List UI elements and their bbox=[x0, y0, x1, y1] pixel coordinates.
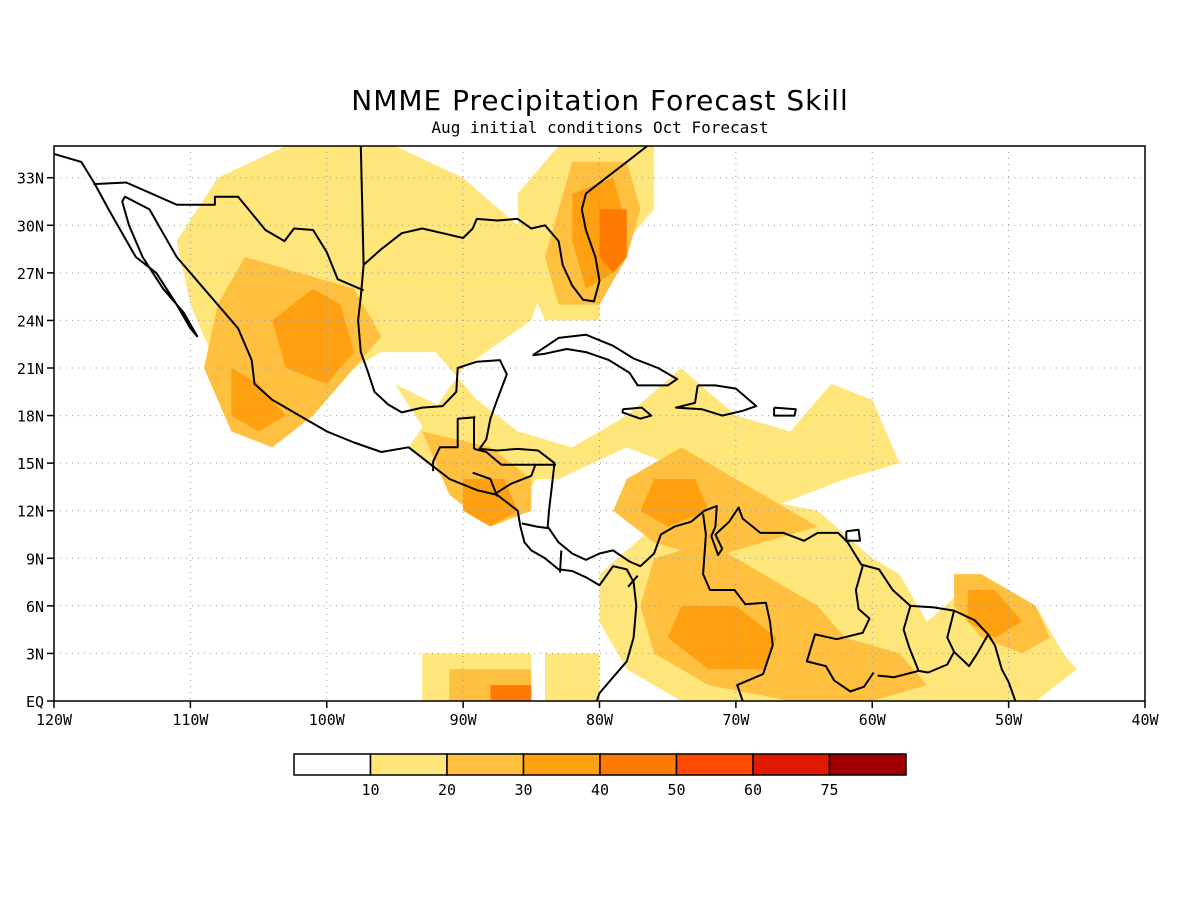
colorbar-swatch bbox=[522, 753, 601, 776]
coastline-8 bbox=[93, 181, 364, 292]
colorbar-swatch bbox=[752, 753, 831, 776]
coastline-9 bbox=[432, 416, 476, 472]
colorbar-swatch bbox=[599, 753, 678, 776]
coastline-19 bbox=[877, 605, 920, 679]
colorbar-swatch bbox=[446, 753, 525, 776]
skill-region-9 bbox=[613, 447, 818, 559]
colorbar-label: 50 bbox=[667, 781, 685, 799]
colorbar-label: 60 bbox=[744, 781, 762, 799]
colorbar-swatch bbox=[293, 753, 372, 776]
coastline-4 bbox=[674, 384, 758, 417]
coastline-2 bbox=[362, 146, 648, 303]
lon-tick-label: 90W bbox=[450, 711, 478, 729]
lat-tick-label: 3N bbox=[26, 645, 44, 663]
lat-tick-label: 27N bbox=[17, 265, 44, 283]
colorbar-swatch bbox=[369, 753, 448, 776]
coastlines bbox=[54, 146, 1017, 701]
lat-tick-label: 33N bbox=[17, 170, 44, 188]
latitude-axis: EQ 3N 6N 9N 12N 15N 18N 21N 24N 27N 30N 33N bbox=[17, 170, 54, 711]
coastline-0 bbox=[54, 152, 638, 701]
coastline-14 bbox=[521, 522, 550, 530]
skill-region-18 bbox=[667, 605, 777, 670]
lat-tick-label: 9N bbox=[26, 550, 44, 568]
colorbar-label: 30 bbox=[514, 781, 532, 799]
lat-tick-label: EQ bbox=[26, 693, 44, 711]
skill-region-17 bbox=[640, 479, 709, 527]
lat-tick-label: 12N bbox=[17, 503, 44, 521]
coastline-1 bbox=[357, 146, 1017, 701]
lat-tick-label: 30N bbox=[17, 217, 44, 235]
skill-region-14 bbox=[231, 368, 286, 432]
coastline-6 bbox=[773, 406, 797, 417]
colorbar-label: 75 bbox=[820, 781, 838, 799]
skill-region-13 bbox=[272, 288, 354, 384]
lon-tick-label: 110W bbox=[172, 711, 209, 729]
coastline-5 bbox=[621, 406, 653, 420]
chart-subtitle: Aug initial conditions Oct Forecast bbox=[431, 118, 769, 137]
lon-tick-label: 50W bbox=[995, 711, 1023, 729]
coastline-11 bbox=[472, 471, 499, 497]
coastline-21 bbox=[953, 633, 990, 668]
coastline-3 bbox=[532, 333, 679, 387]
lon-tick-label: 40W bbox=[1131, 711, 1159, 729]
skill-region-21 bbox=[490, 685, 532, 701]
lat-tick-label: 6N bbox=[26, 598, 44, 616]
coastline-15 bbox=[559, 550, 563, 573]
lon-tick-label: 70W bbox=[722, 711, 750, 729]
colorbar-swatch bbox=[828, 753, 907, 776]
colorbar-label: 20 bbox=[438, 781, 456, 799]
coastline-20 bbox=[918, 610, 956, 674]
colorbar-label: 10 bbox=[361, 781, 379, 799]
coastline-12 bbox=[473, 447, 556, 466]
lon-tick-label: 60W bbox=[859, 711, 887, 729]
colorbar-label: 40 bbox=[591, 781, 609, 799]
lon-tick-label: 120W bbox=[36, 711, 73, 729]
chart-title: NMME Precipitation Forecast Skill bbox=[351, 84, 849, 117]
lat-tick-label: 24N bbox=[17, 312, 44, 330]
lon-tick-label: 80W bbox=[586, 711, 614, 729]
colorbar-swatch bbox=[675, 753, 754, 776]
lat-tick-label: 18N bbox=[17, 408, 44, 426]
lat-tick-label: 21N bbox=[17, 360, 44, 378]
lon-tick-label: 100W bbox=[309, 711, 346, 729]
coastline-13 bbox=[495, 464, 537, 495]
coastline-7 bbox=[845, 528, 861, 542]
lat-tick-label: 15N bbox=[17, 455, 44, 473]
skill-region-5 bbox=[545, 653, 600, 701]
coastline-16 bbox=[627, 575, 639, 588]
longitude-axis: 120W 110W 100W 90W 80W 70W 60W 50W 40W bbox=[36, 701, 1160, 729]
colorbar: 10 20 30 40 50 60 75 bbox=[293, 753, 907, 799]
grid-lines bbox=[54, 146, 1145, 701]
coastline-17 bbox=[702, 513, 774, 701]
coastline-18 bbox=[805, 565, 875, 693]
skill-region-19 bbox=[967, 590, 1023, 638]
